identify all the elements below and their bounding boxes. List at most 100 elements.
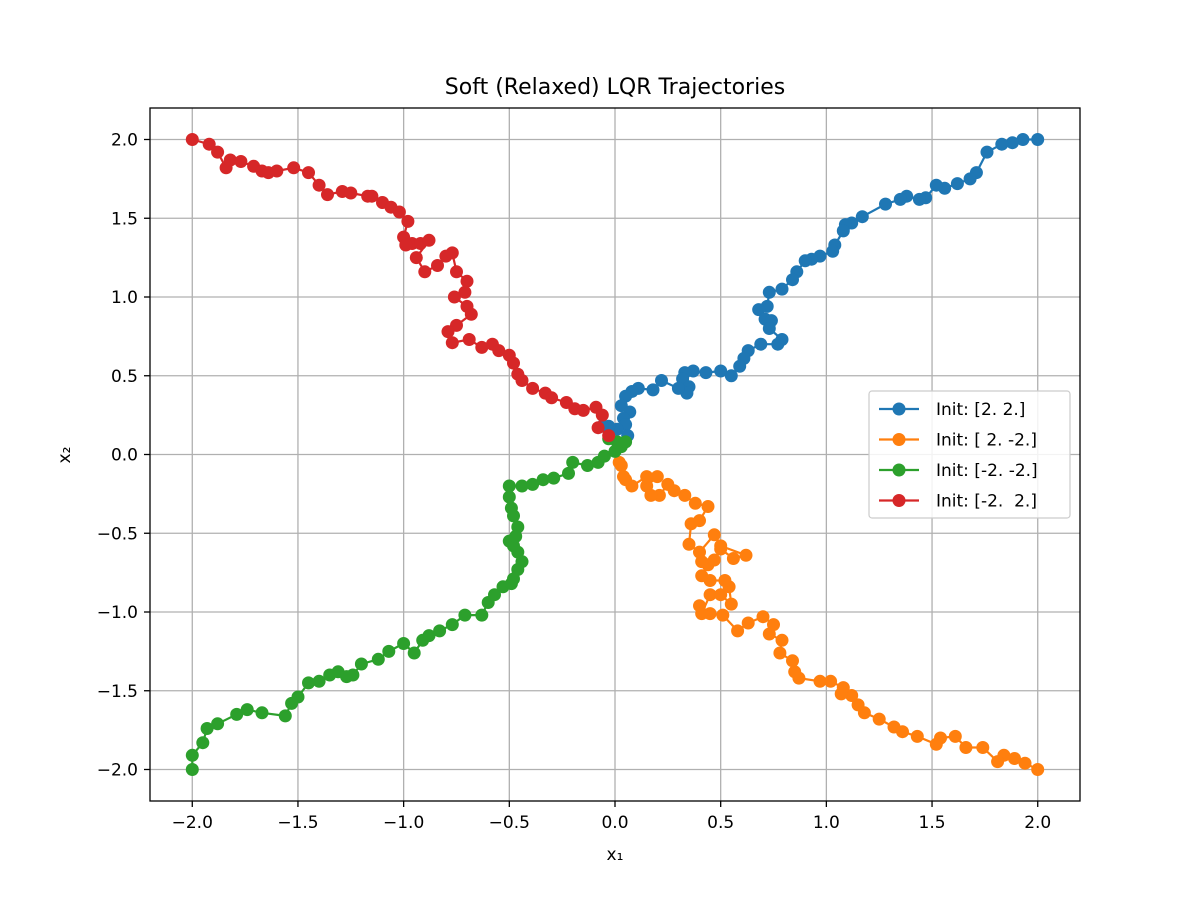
- data-point: [1031, 133, 1045, 146]
- y-tick-label: 0.0: [111, 446, 138, 466]
- data-point: [845, 689, 859, 702]
- data-point: [185, 133, 199, 146]
- data-point: [678, 488, 692, 502]
- data-point: [851, 698, 865, 712]
- data-point: [526, 381, 540, 395]
- data-point: [754, 337, 768, 351]
- x-tick-label: 1.0: [813, 813, 840, 833]
- data-point: [771, 337, 785, 351]
- data-point: [724, 597, 738, 611]
- data-point: [650, 470, 664, 484]
- legend-item: Init: [-2. -2.]: [879, 461, 1038, 481]
- data-point: [798, 254, 812, 268]
- chart-title: Soft (Relaxed) LQR Trajectories: [445, 75, 785, 100]
- data-point: [211, 145, 225, 159]
- data-point: [230, 707, 244, 721]
- data-point: [302, 676, 315, 690]
- legend-label: Init: [-2. -2.]: [936, 461, 1038, 481]
- data-point: [703, 588, 717, 602]
- data-point: [576, 403, 590, 417]
- legend-marker: [892, 463, 906, 477]
- data-point: [445, 336, 459, 350]
- data-point: [813, 674, 827, 688]
- data-point: [196, 736, 210, 750]
- data-point: [726, 552, 740, 565]
- data-point: [399, 238, 413, 252]
- y-tick-label: 0.5: [111, 367, 138, 387]
- legend: Init: [2. 2.] Init: [ 2. -2.] Init: [-2. -…: [868, 390, 1071, 519]
- data-point: [422, 629, 436, 643]
- y-tick-label: −1.5: [97, 682, 138, 702]
- data-point: [211, 717, 225, 731]
- x-tick-label: −1.5: [277, 813, 318, 833]
- data-point: [887, 720, 901, 734]
- data-point: [418, 265, 432, 279]
- data-point: [963, 172, 977, 186]
- data-point: [991, 755, 1005, 769]
- data-point: [447, 290, 461, 304]
- data-point: [371, 652, 385, 666]
- data-point: [950, 177, 964, 191]
- data-point: [701, 500, 715, 513]
- data-point: [695, 569, 709, 583]
- data-point: [545, 391, 559, 405]
- data-point: [612, 455, 626, 469]
- data-point: [445, 618, 459, 632]
- data-point: [526, 477, 540, 491]
- data-point: [752, 303, 766, 317]
- legend-marker: [892, 402, 906, 416]
- data-point: [392, 205, 406, 219]
- axis-ticks: −2.0 −1.5 −1.0 −0.5 0.0 0.5 1.0 1.5 2.0 −2.0 −1.5 −…: [97, 131, 1052, 834]
- data-point: [733, 359, 747, 373]
- data-point: [302, 166, 315, 180]
- data-point: [344, 186, 358, 200]
- data-point: [504, 501, 518, 515]
- data-point: [502, 490, 516, 504]
- data-point: [488, 588, 501, 602]
- data-point: [762, 322, 776, 335]
- data-point: [312, 178, 326, 192]
- data-point: [321, 188, 334, 202]
- data-point: [382, 644, 396, 658]
- data-point: [756, 610, 770, 624]
- x-tick-label: −2.0: [172, 813, 213, 833]
- data-point: [515, 479, 529, 493]
- data-point: [407, 646, 421, 660]
- x-tick-label: 0.0: [601, 813, 628, 833]
- data-point: [566, 455, 580, 469]
- data-point: [278, 709, 292, 723]
- data-point: [595, 408, 609, 422]
- data-point: [475, 608, 489, 622]
- data-point: [1005, 136, 1019, 150]
- data-point: [185, 763, 199, 776]
- data-point: [929, 737, 943, 751]
- x-tick-label: 2.0: [1024, 813, 1051, 833]
- data-point: [1016, 133, 1030, 146]
- x-tick-label: 1.5: [919, 813, 946, 833]
- data-point: [397, 637, 411, 650]
- data-point: [836, 681, 850, 695]
- data-point: [879, 197, 892, 211]
- data-point: [976, 741, 990, 754]
- data-point: [422, 233, 436, 247]
- data-point: [775, 633, 789, 647]
- series-2: [185, 432, 633, 776]
- data-point: [714, 588, 728, 602]
- data-point: [185, 748, 199, 762]
- series-layer: [185, 133, 1045, 776]
- data-point: [547, 471, 561, 485]
- data-point: [646, 383, 660, 397]
- data-point: [714, 539, 728, 553]
- data-point: [775, 282, 789, 296]
- legend-box: [868, 390, 1071, 519]
- data-point: [693, 545, 706, 559]
- data-point: [602, 429, 616, 443]
- series-3: [185, 133, 616, 443]
- data-point: [693, 514, 706, 528]
- data-point: [655, 374, 668, 387]
- data-point: [1018, 756, 1032, 770]
- data-point: [445, 246, 459, 260]
- data-point: [995, 137, 1009, 151]
- data-point: [536, 473, 550, 487]
